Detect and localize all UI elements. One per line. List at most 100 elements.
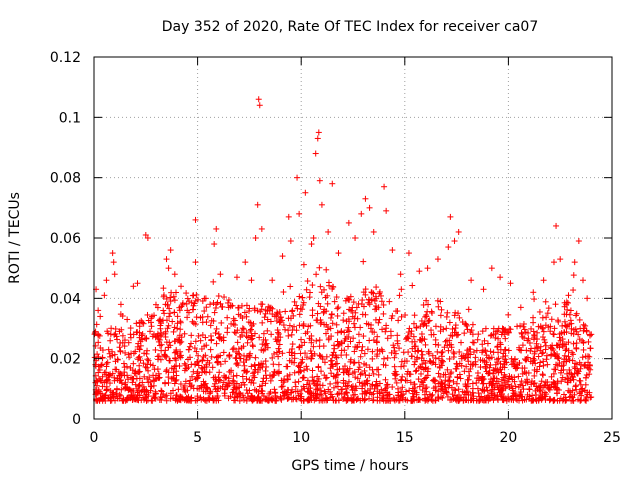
data-point bbox=[226, 368, 233, 375]
data-point bbox=[453, 360, 460, 367]
data-point bbox=[415, 347, 422, 354]
data-point bbox=[92, 361, 99, 368]
data-point bbox=[430, 377, 437, 384]
data-point bbox=[167, 298, 174, 305]
data-point bbox=[455, 386, 462, 393]
data-point bbox=[245, 308, 252, 315]
data-point bbox=[143, 335, 150, 342]
data-point bbox=[547, 396, 554, 403]
data-point bbox=[249, 342, 256, 349]
data-point bbox=[259, 382, 266, 389]
data-point bbox=[432, 323, 439, 330]
data-point bbox=[200, 353, 207, 360]
data-point bbox=[429, 359, 436, 366]
data-point bbox=[201, 343, 208, 350]
data-point bbox=[384, 354, 391, 361]
data-point bbox=[343, 368, 350, 375]
data-point bbox=[192, 360, 199, 367]
data-point bbox=[538, 350, 545, 357]
data-point bbox=[152, 346, 159, 353]
data-point bbox=[170, 369, 177, 376]
data-point bbox=[344, 382, 351, 389]
data-point bbox=[276, 341, 283, 348]
data-point bbox=[469, 321, 476, 328]
data-point bbox=[576, 336, 583, 343]
data-point bbox=[500, 326, 507, 333]
data-point bbox=[256, 334, 263, 341]
data-point bbox=[223, 374, 230, 381]
data-point bbox=[301, 367, 308, 374]
data-point bbox=[397, 271, 404, 278]
data-point bbox=[461, 389, 468, 396]
data-point bbox=[515, 373, 522, 380]
data-point bbox=[243, 369, 250, 376]
data-point bbox=[586, 361, 593, 368]
data-point bbox=[110, 394, 117, 401]
data-point bbox=[116, 344, 123, 351]
data-point bbox=[548, 316, 555, 323]
data-point bbox=[299, 356, 306, 363]
data-point bbox=[531, 372, 538, 379]
data-point bbox=[143, 391, 150, 398]
data-point bbox=[215, 374, 222, 381]
data-point bbox=[395, 317, 402, 324]
data-point bbox=[296, 293, 303, 300]
data-point bbox=[333, 321, 340, 328]
data-point bbox=[144, 361, 151, 368]
data-point bbox=[480, 286, 487, 293]
data-point bbox=[307, 322, 314, 329]
data-point bbox=[192, 321, 199, 328]
data-point bbox=[107, 337, 114, 344]
data-point bbox=[251, 305, 258, 312]
data-point bbox=[202, 334, 209, 341]
data-point bbox=[441, 344, 448, 351]
data-point bbox=[316, 397, 323, 404]
data-point bbox=[294, 305, 301, 312]
data-point bbox=[443, 337, 450, 344]
data-point bbox=[573, 340, 580, 347]
data-point bbox=[451, 386, 458, 393]
data-point bbox=[481, 397, 488, 404]
data-point bbox=[284, 391, 291, 398]
data-point bbox=[572, 360, 579, 367]
data-point bbox=[242, 259, 249, 266]
data-point bbox=[170, 374, 177, 381]
data-point bbox=[445, 244, 452, 251]
data-point bbox=[364, 377, 371, 384]
data-point bbox=[455, 228, 462, 235]
data-point bbox=[286, 322, 293, 329]
data-point bbox=[391, 354, 398, 361]
data-point bbox=[271, 350, 278, 357]
data-point bbox=[364, 346, 371, 353]
data-point bbox=[505, 329, 512, 336]
data-point bbox=[362, 371, 369, 378]
data-point bbox=[409, 282, 416, 289]
data-point bbox=[130, 283, 137, 290]
data-point bbox=[340, 317, 347, 324]
data-point bbox=[583, 374, 590, 381]
data-point bbox=[474, 336, 481, 343]
data-point bbox=[104, 359, 111, 366]
data-point bbox=[451, 312, 458, 319]
data-point bbox=[338, 340, 345, 347]
data-point bbox=[512, 365, 519, 372]
data-point bbox=[136, 346, 143, 353]
data-point bbox=[521, 369, 528, 376]
data-point bbox=[531, 296, 538, 303]
data-point bbox=[364, 387, 371, 394]
data-point bbox=[156, 397, 163, 404]
data-point bbox=[565, 299, 572, 306]
data-point bbox=[392, 375, 399, 382]
data-point bbox=[211, 383, 218, 390]
data-point bbox=[361, 388, 368, 395]
data-point bbox=[404, 377, 411, 384]
data-point bbox=[423, 297, 430, 304]
data-point bbox=[140, 320, 147, 327]
data-point bbox=[334, 329, 341, 336]
data-point bbox=[406, 387, 413, 394]
data-point bbox=[540, 328, 547, 335]
data-point bbox=[278, 383, 285, 390]
data-point bbox=[473, 397, 480, 404]
data-point bbox=[418, 331, 425, 338]
data-point bbox=[505, 347, 512, 354]
